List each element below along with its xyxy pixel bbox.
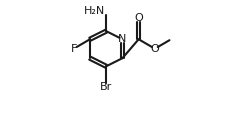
Text: Br: Br <box>100 82 112 92</box>
Text: F: F <box>70 44 77 54</box>
Text: O: O <box>134 13 143 23</box>
Text: N: N <box>118 34 127 44</box>
Text: O: O <box>150 44 159 54</box>
Text: H₂N: H₂N <box>84 6 105 16</box>
